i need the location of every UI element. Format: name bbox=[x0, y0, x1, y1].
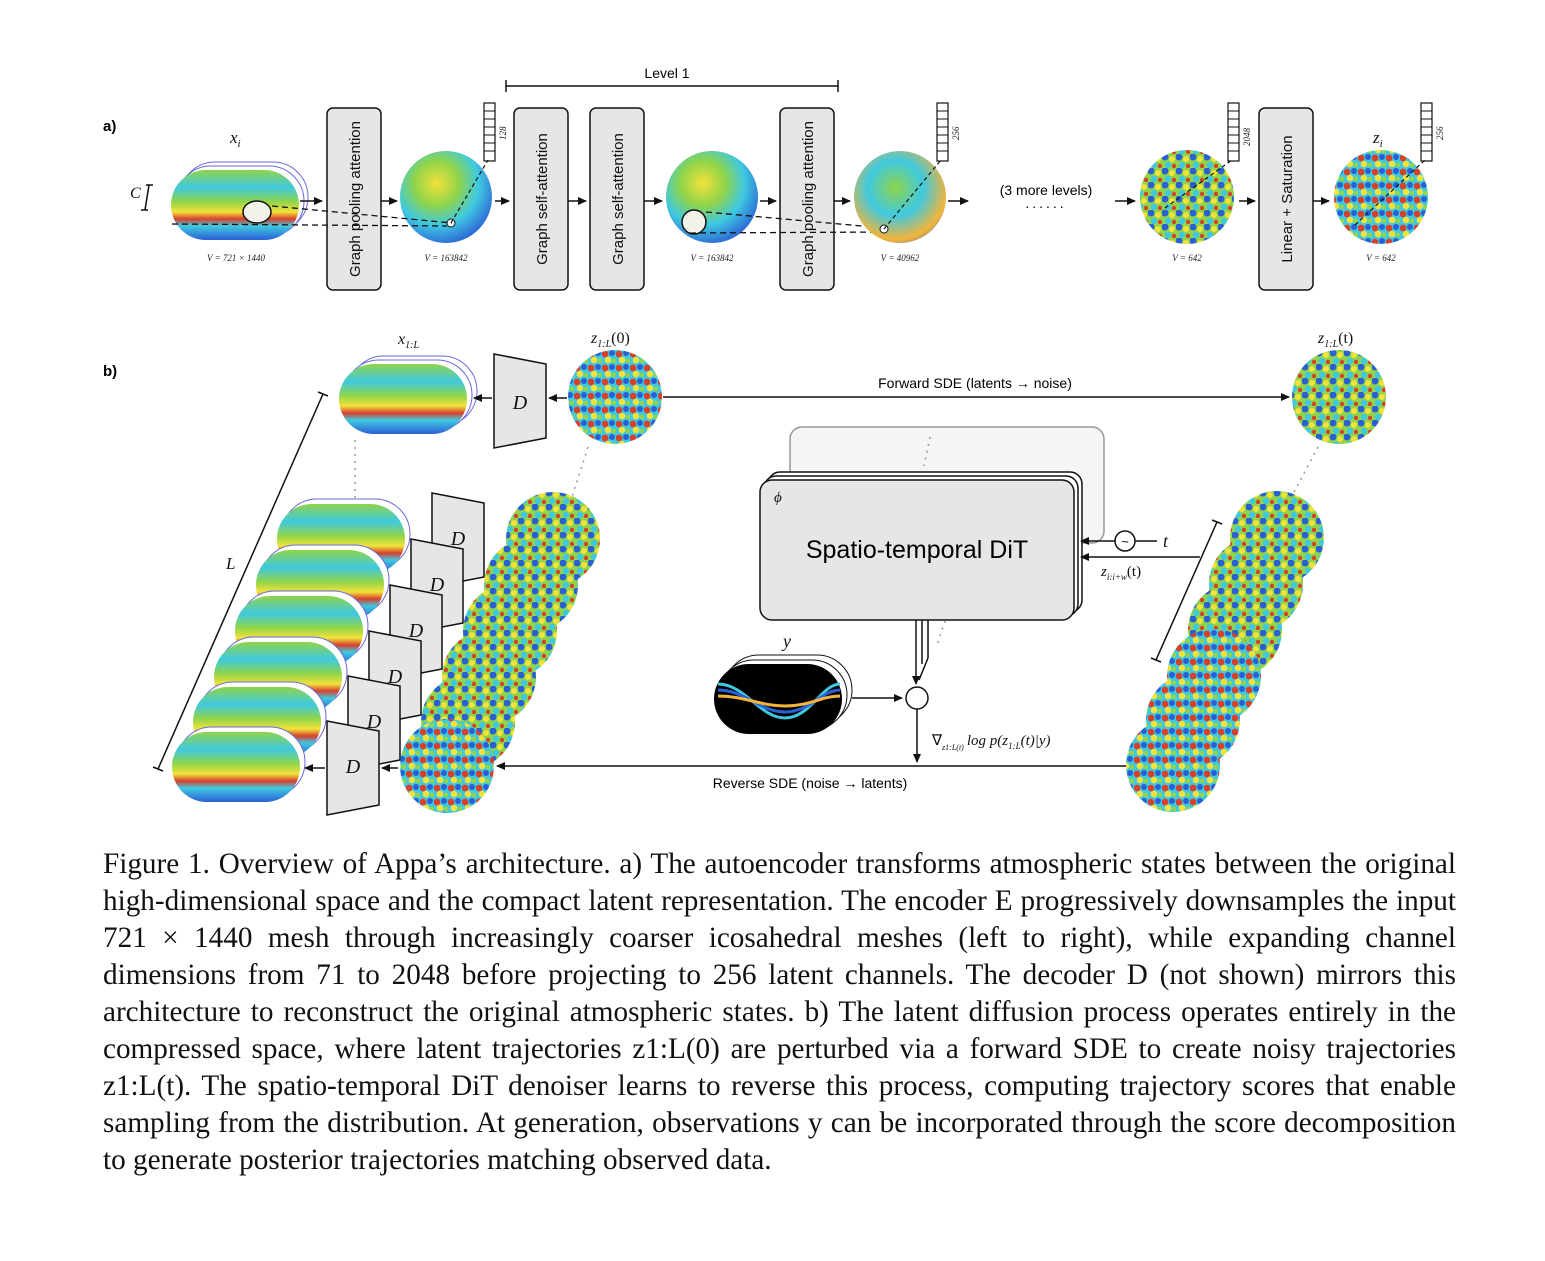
decoder-top-label: D bbox=[512, 392, 528, 414]
graph-self-attention-label-1: Graph self-attention bbox=[534, 133, 551, 265]
sphere-level-4 bbox=[1140, 150, 1234, 244]
x-trajectory-label: x1:L bbox=[397, 331, 419, 351]
level-1-bracket bbox=[505, 80, 839, 92]
score-sum-node bbox=[905, 686, 929, 710]
forward-sde-label: Forward SDE (latents → noise) bbox=[878, 375, 1072, 391]
length-bracket bbox=[152, 391, 329, 772]
feature-vector-256 bbox=[936, 102, 949, 162]
graph-self-attention-block-1 bbox=[513, 107, 569, 291]
graph-pooling-attention-block-2 bbox=[779, 107, 835, 291]
svg-text:D: D bbox=[345, 756, 361, 778]
tilde-symbol: ~ bbox=[1121, 534, 1129, 549]
channel-symbol: C bbox=[130, 185, 141, 202]
zt-label: z1:L(t) bbox=[1317, 330, 1353, 350]
z0-sphere-top bbox=[568, 350, 662, 444]
sphere-level-2 bbox=[854, 151, 946, 243]
v-5: V = 642 bbox=[1366, 253, 1396, 263]
more-levels: (3 more levels) bbox=[1000, 182, 1093, 198]
graph-pooling-attention-label-2: Graph pooling attention bbox=[800, 121, 817, 277]
level-1-label: Level 1 bbox=[644, 65, 689, 81]
x-field-top bbox=[339, 355, 478, 434]
zt-sphere-top bbox=[1292, 350, 1386, 444]
sphere-level-0 bbox=[400, 151, 492, 243]
t-symbol: t bbox=[1163, 531, 1169, 551]
feature-vector-2048 bbox=[1227, 102, 1240, 162]
y-symbol: y bbox=[781, 631, 791, 651]
feature-vector-latent bbox=[1420, 102, 1433, 162]
figure-canvas: a) Level 1 xi C V = 721 × 1440 Graph poo… bbox=[103, 65, 1445, 816]
sphere-level-1 bbox=[666, 151, 758, 243]
dit-block bbox=[759, 479, 1075, 621]
feature-vector-128 bbox=[483, 102, 496, 162]
dim-2048: 2048 bbox=[1242, 128, 1252, 147]
v-3: V = 40962 bbox=[881, 253, 920, 263]
dim-256: 256 bbox=[951, 126, 961, 140]
window-label: zi:i+w(t) bbox=[1100, 564, 1141, 582]
figure-caption: Figure 1. Overview of Appa’s architectur… bbox=[103, 848, 1456, 1176]
decoder-top bbox=[493, 353, 547, 449]
dit-label: Spatio-temporal DiT bbox=[806, 536, 1028, 564]
svg-text:D: D bbox=[387, 666, 403, 688]
reverse-sde-label: Reverse SDE (noise → latents) bbox=[713, 775, 908, 791]
svg-text:D: D bbox=[429, 574, 445, 596]
svg-text:D: D bbox=[450, 528, 466, 550]
panel-b-label: b) bbox=[103, 363, 117, 380]
dim-latent: 256 bbox=[1435, 126, 1445, 140]
input-field-stack bbox=[171, 161, 309, 240]
graph-pooling-attention-label-1: Graph pooling attention bbox=[347, 121, 364, 277]
graph-pooling-attention-block-1 bbox=[326, 107, 382, 291]
dim-128: 128 bbox=[498, 126, 508, 140]
score-label: ∇z1:L(t) log p(z1:L(t)|y) bbox=[931, 733, 1051, 752]
trajectory-stack-left: D D D D D D bbox=[172, 492, 600, 816]
z0-label: z1:L(0) bbox=[590, 330, 630, 350]
svg-text:D: D bbox=[366, 711, 382, 733]
v-4: V = 642 bbox=[1172, 253, 1202, 263]
v-2: V = 163842 bbox=[691, 253, 734, 263]
v-1: V = 163842 bbox=[425, 253, 468, 263]
input-symbol: xi bbox=[229, 128, 241, 150]
phi-symbol: ϕ bbox=[774, 490, 782, 506]
graph-self-attention-block-2 bbox=[589, 107, 645, 291]
sphere-latent bbox=[1334, 150, 1428, 244]
output-symbol: zi bbox=[1372, 128, 1383, 150]
v-input: V = 721 × 1440 bbox=[207, 253, 265, 263]
window-bracket bbox=[1150, 519, 1223, 663]
linear-saturation-block bbox=[1258, 107, 1314, 291]
length-symbol: L bbox=[225, 554, 235, 573]
linear-saturation-label: Linear + Saturation bbox=[1279, 135, 1296, 262]
channel-bracket bbox=[141, 184, 153, 211]
noisy-trajectory-stack bbox=[1126, 491, 1324, 812]
panel-a-label: a) bbox=[103, 118, 116, 135]
graph-self-attention-label-2: Graph self-attention bbox=[610, 133, 627, 265]
svg-text:D: D bbox=[408, 620, 424, 642]
observation-field bbox=[714, 654, 853, 734]
ellipsis-dots: ...... bbox=[1025, 195, 1066, 211]
